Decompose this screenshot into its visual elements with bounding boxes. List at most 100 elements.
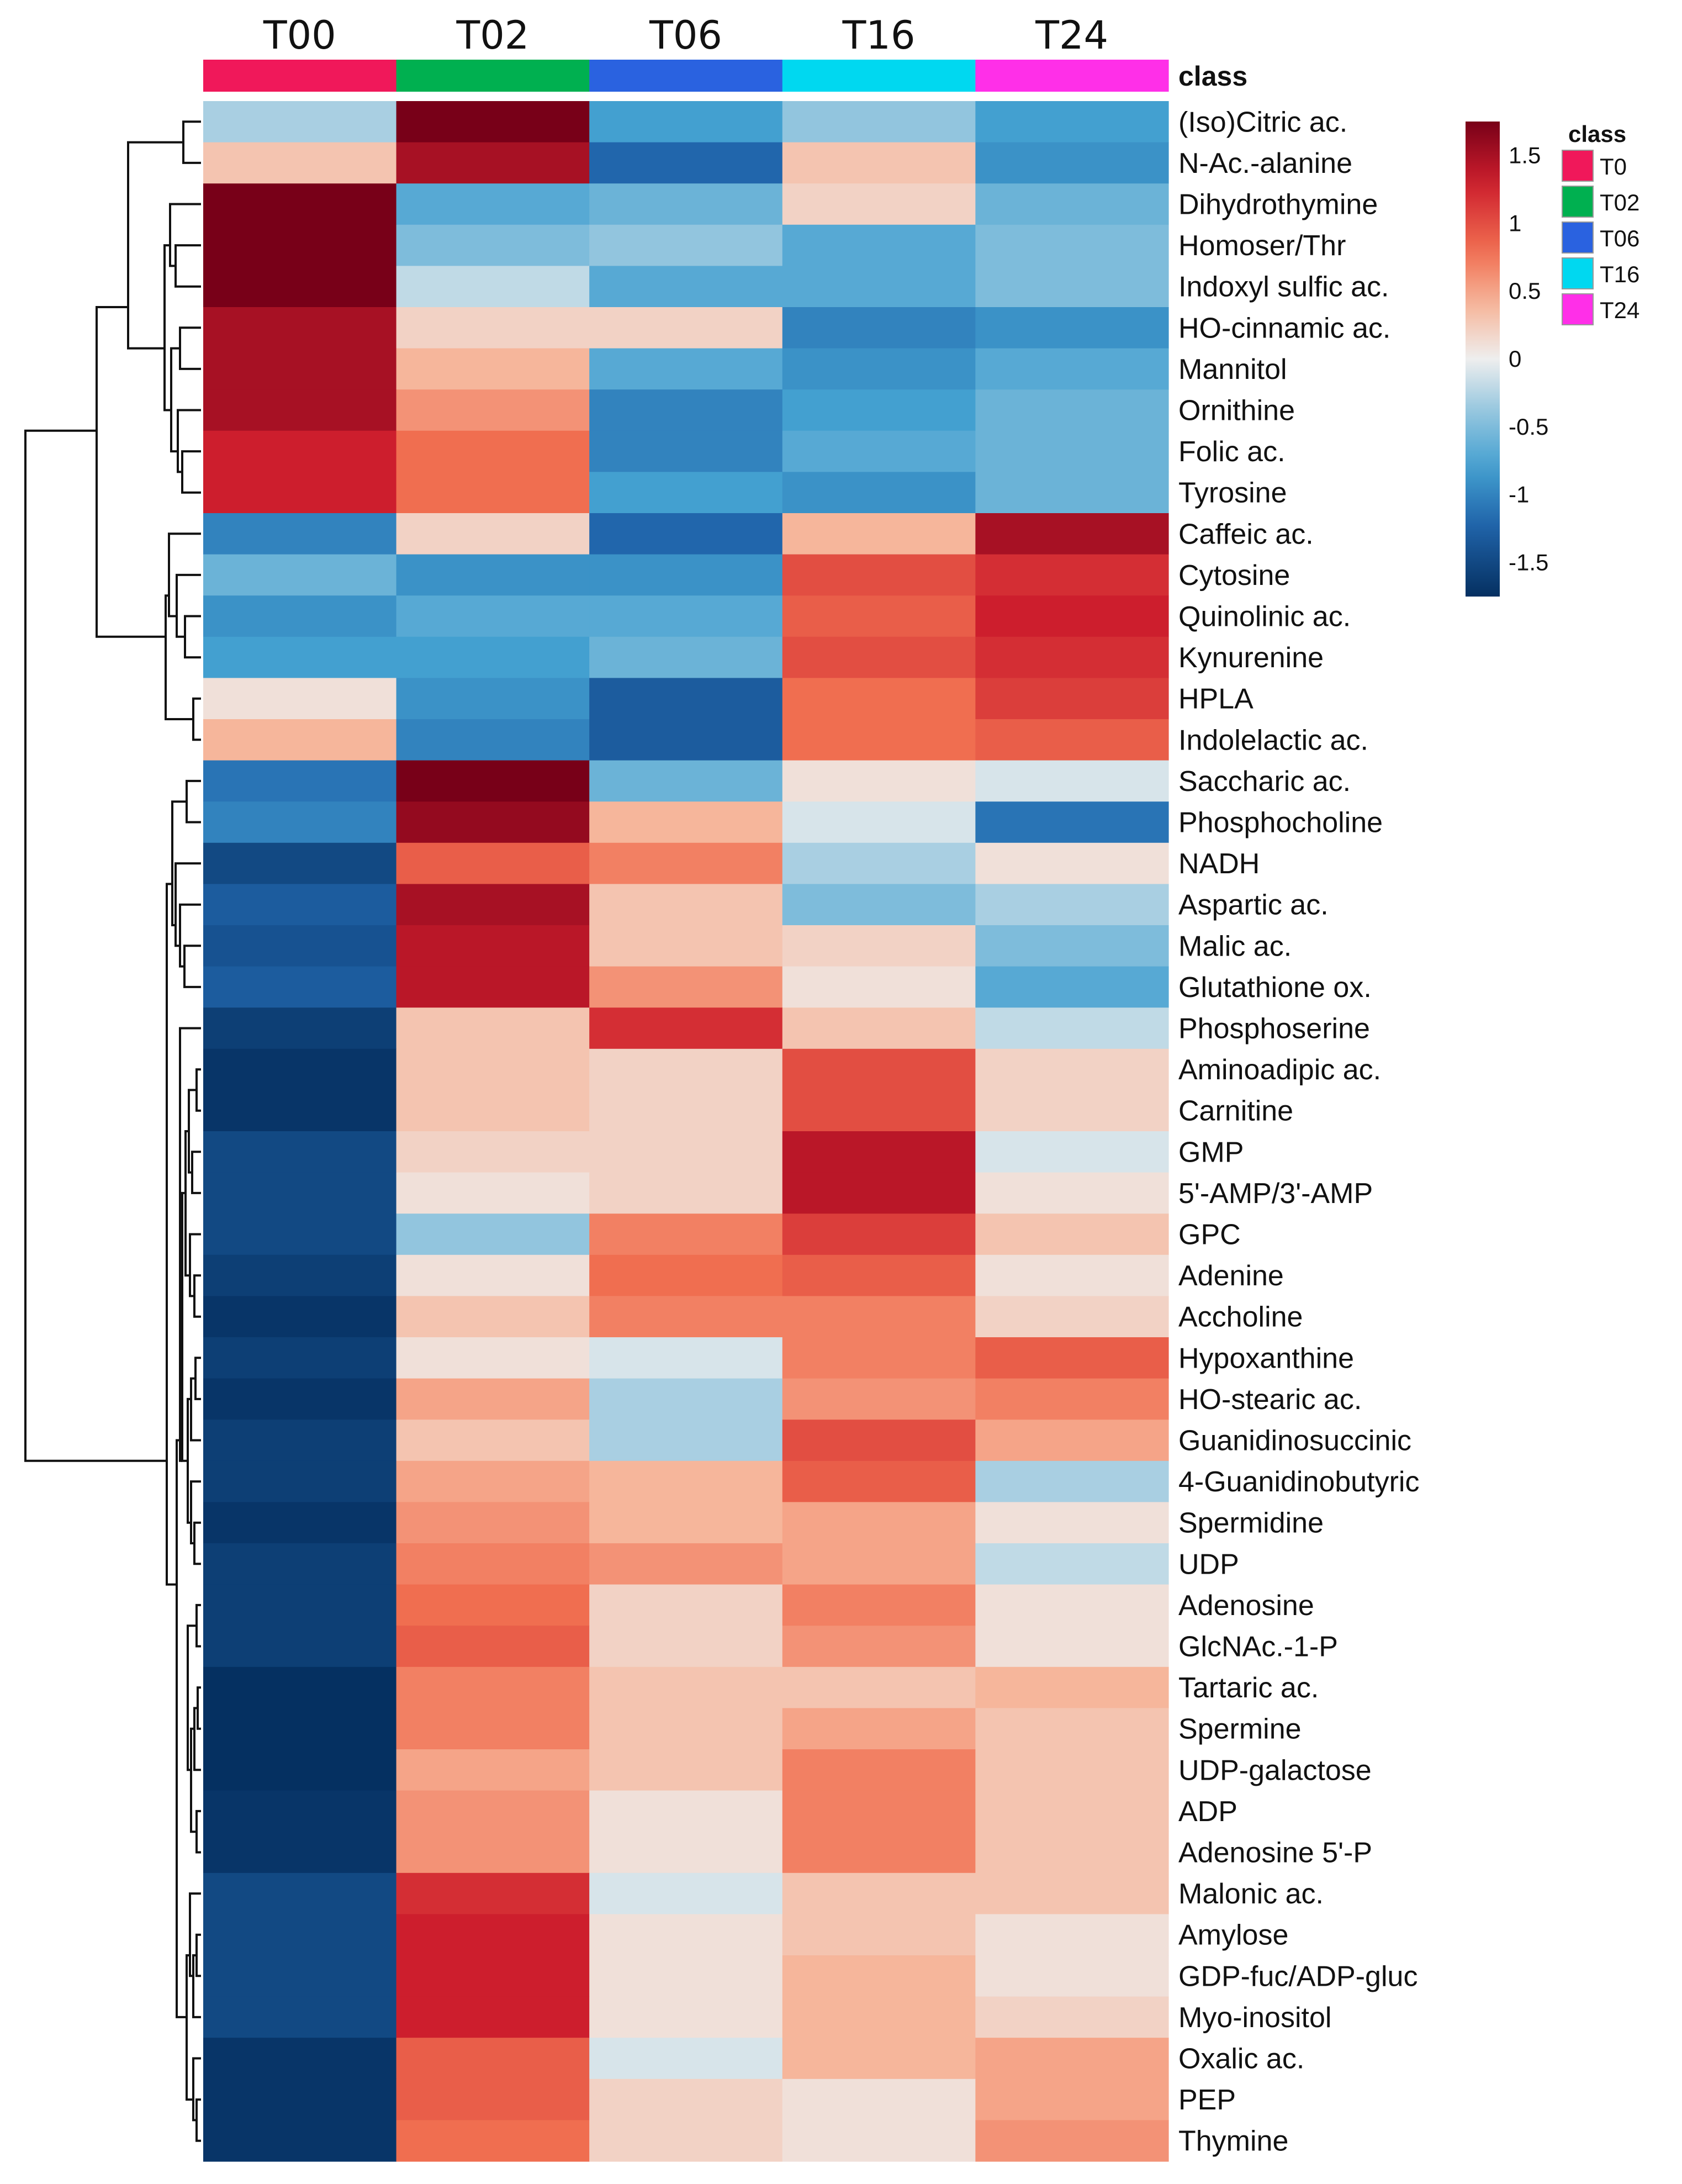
- heatmap-cell: [975, 472, 1169, 514]
- row-label: UDP-galactose: [1178, 1754, 1372, 1786]
- heatmap-cell: [396, 1254, 590, 1296]
- heatmap-cell: [203, 636, 397, 678]
- color-scale-bar: [1466, 122, 1500, 597]
- dendrogram-link: [165, 594, 193, 720]
- heatmap-cell: [782, 1214, 976, 1255]
- heatmap-cell: [782, 1090, 976, 1132]
- heatmap-cell: [396, 307, 590, 349]
- heatmap-cell: [975, 142, 1169, 184]
- heatmap-cell: [782, 1296, 976, 1338]
- heatmap-cell: [589, 348, 783, 390]
- heatmap-cell: [975, 2038, 1169, 2080]
- heatmap-cell: [396, 1172, 590, 1214]
- heatmap-cell: [396, 1832, 590, 1874]
- heatmap-cell: [203, 307, 397, 349]
- class-legend-label: T24: [1600, 297, 1639, 323]
- heatmap-cell: [396, 925, 590, 967]
- heatmap-cell: [782, 925, 976, 967]
- heatmap-cell: [975, 1172, 1169, 1214]
- heatmap-cell: [396, 966, 590, 1008]
- heatmap-cell: [975, 101, 1169, 143]
- heatmap-cell: [975, 678, 1169, 720]
- dendrogram-link: [193, 1707, 201, 1771]
- heatmap-cell: [396, 183, 590, 225]
- heatmap-cell: [975, 2120, 1169, 2162]
- row-label: Malic ac.: [1178, 930, 1292, 962]
- heatmap-cell: [782, 1584, 976, 1626]
- heatmap-cell: [782, 1131, 976, 1173]
- heatmap-cell: [782, 1996, 976, 2038]
- heatmap-cell: [589, 1666, 783, 1708]
- heatmap-cell: [203, 2120, 397, 2162]
- dendrogram-link: [184, 615, 201, 659]
- heatmap-cell: [203, 1790, 397, 1832]
- heatmap-cell: [975, 1955, 1169, 1997]
- heatmap-cell: [203, 1460, 397, 1502]
- heatmap-cell: [589, 1131, 783, 1173]
- heatmap-cell: [975, 348, 1169, 390]
- heatmap-cell: [782, 142, 976, 184]
- heatmap-cell: [203, 1378, 397, 1420]
- heatmap-cell: [782, 1666, 976, 1708]
- class-bar-segment: [589, 60, 783, 92]
- class-legend-swatch: [1562, 221, 1594, 254]
- heatmap-cell: [396, 636, 590, 678]
- heatmap-cell: [589, 636, 783, 678]
- class-legend-title: class: [1568, 121, 1626, 147]
- row-label: Thymine: [1178, 2125, 1288, 2157]
- heatmap-cell: [203, 101, 397, 143]
- heatmap-cell: [203, 595, 397, 637]
- heatmap-cell: [782, 183, 976, 225]
- row-label: Adenosine: [1178, 1590, 1314, 1622]
- heatmap-cell: [203, 1543, 397, 1585]
- dendrogram-link: [195, 1603, 201, 1648]
- color-scale-tick: -1: [1509, 482, 1529, 508]
- class-legend-swatch: [1562, 150, 1594, 182]
- heatmap-cell: [396, 1131, 590, 1173]
- heatmap-cell: [396, 1584, 590, 1626]
- dendrogram-link: [186, 779, 201, 824]
- heatmap-cell: [782, 966, 976, 1008]
- dendrogram-link: [195, 1068, 201, 1112]
- heatmap-cell: [203, 1996, 397, 2038]
- heatmap-cell: [782, 1460, 976, 1502]
- heatmap-cell: [396, 1048, 590, 1090]
- dendrogram-link: [191, 1151, 201, 1194]
- dendrogram-link: [182, 120, 201, 164]
- heatmap-cell: [589, 595, 783, 637]
- row-dendrogram: [24, 120, 201, 2142]
- class-bar-segment: [782, 60, 976, 92]
- heatmap-cell: [782, 595, 976, 637]
- heatmap-cell: [203, 1172, 397, 1214]
- row-label: 4-Guanidinobutyric: [1178, 1466, 1419, 1498]
- heatmap-cell: [975, 884, 1169, 926]
- row-label: Adenine: [1178, 1260, 1284, 1292]
- dendrogram-link: [174, 862, 201, 947]
- row-label: Carnitine: [1178, 1095, 1293, 1127]
- heatmap-cell: [203, 1296, 397, 1338]
- row-label: GPC: [1178, 1219, 1241, 1251]
- heatmap-cell: [203, 430, 397, 472]
- heatmap-cell: [203, 925, 397, 967]
- heatmap-cell: [589, 801, 783, 843]
- heatmap-cell: [975, 2079, 1169, 2120]
- heatmap-cell: [782, 1007, 976, 1049]
- heatmap-cell: [589, 1626, 783, 1668]
- heatmap-cell: [396, 1666, 590, 1708]
- heatmap-cell: [203, 1337, 397, 1379]
- heatmap-cell: [203, 966, 397, 1008]
- column-label: T06: [649, 13, 722, 58]
- dendrogram-link: [179, 903, 201, 968]
- heatmap-cell: [589, 142, 783, 184]
- heatmap-cell: [975, 183, 1169, 225]
- heatmap-cell: [589, 1007, 783, 1049]
- heatmap-cell: [396, 2038, 590, 2080]
- heatmap-cell: [203, 472, 397, 514]
- heatmap-cell: [589, 2120, 783, 2162]
- heatmap-cell: [589, 760, 783, 802]
- heatmap-cell: [975, 801, 1169, 843]
- heatmap-cell: [975, 266, 1169, 308]
- heatmap-cell: [203, 1708, 397, 1750]
- heatmap-cell: [589, 925, 783, 967]
- heatmap-cell: [782, 884, 976, 926]
